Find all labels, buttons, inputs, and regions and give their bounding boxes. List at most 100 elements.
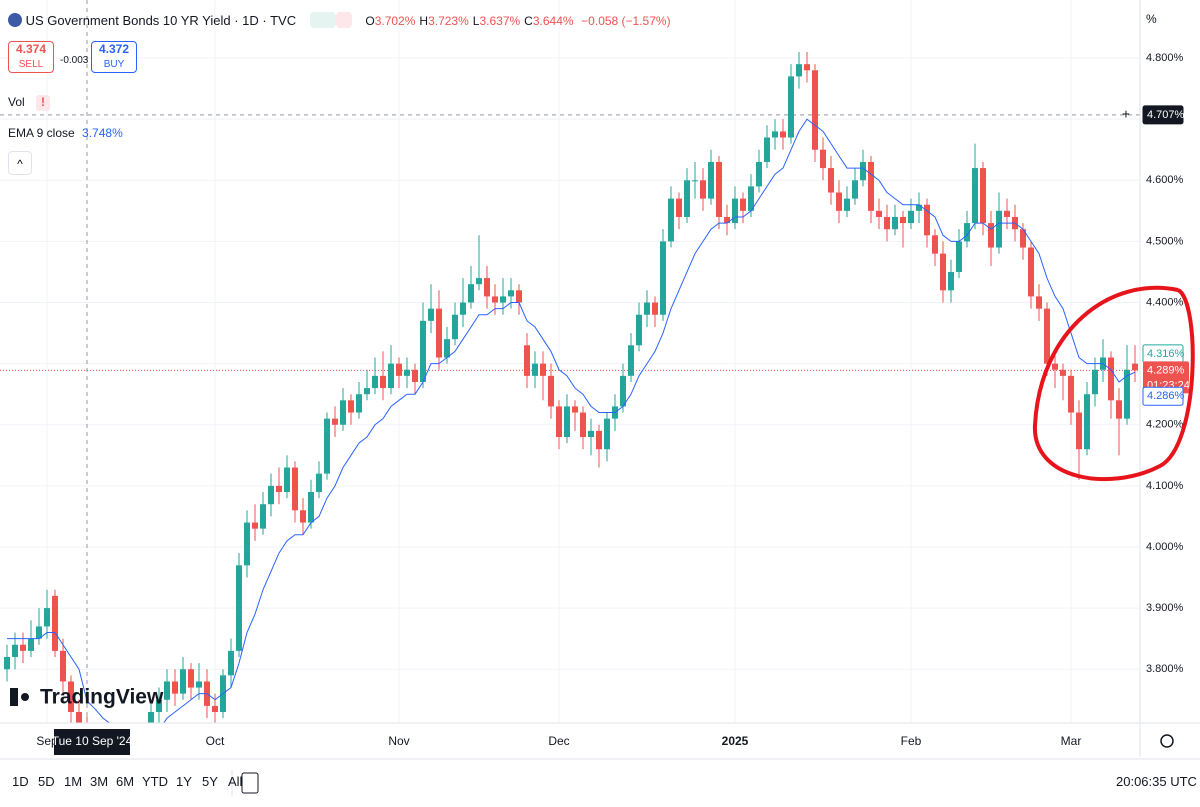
ohlc-value: 3.723% (428, 14, 469, 28)
settings-icon[interactable] (1160, 734, 1174, 748)
candle-body (300, 510, 306, 523)
candle-body (284, 467, 290, 492)
y-tick-label: 3.900% (1146, 602, 1184, 614)
candle-body (268, 485, 274, 505)
crosshair-plus: + (1122, 106, 1130, 122)
candle-body (540, 363, 546, 376)
candle-body (852, 180, 858, 199)
x-tick-label: Feb (901, 734, 922, 748)
grid (0, 0, 1140, 723)
candle-body (660, 241, 666, 315)
date-range-icon[interactable] (241, 772, 259, 794)
candle-body (772, 131, 778, 138)
axes: 3.800%3.900%4.000%4.100%4.200%4.300%4.40… (36, 52, 1190, 755)
ohlc-value: 3.637% (479, 14, 521, 28)
price-label: 4.286% (1147, 390, 1185, 402)
range-button[interactable]: 1D (12, 774, 29, 789)
range-button[interactable]: 1Y (176, 774, 192, 789)
candle-body (428, 308, 434, 321)
candle-body (1036, 296, 1042, 309)
sell-button[interactable]: 4.374 SELL (8, 41, 54, 73)
candle-body (604, 418, 610, 450)
candle-body (476, 278, 482, 285)
range-button[interactable]: 6M (116, 774, 135, 789)
y-tick-label: 4.800% (1146, 52, 1184, 64)
price-label-box (1143, 361, 1189, 394)
flag-icon (8, 13, 22, 27)
candle-body (132, 761, 138, 767)
candle-body (228, 650, 234, 676)
candle-body (820, 149, 826, 169)
logo-mark (10, 688, 18, 706)
candle-body (1052, 363, 1058, 370)
candle-body (244, 522, 250, 566)
candle-body (740, 198, 746, 211)
candle-body (996, 210, 1002, 248)
buy-price: 4.372 (98, 42, 130, 56)
candle-body (44, 608, 50, 627)
range-button[interactable]: 5Y (202, 774, 218, 789)
plot-area (4, 51, 1138, 767)
price-label-box (1142, 105, 1184, 125)
candle-body (180, 669, 186, 694)
change: −0.058 (−1.57%) (581, 14, 671, 28)
collapse-button[interactable]: ^ (8, 151, 32, 175)
candle-body (876, 210, 882, 217)
candle-body (460, 302, 466, 315)
logo: TradingView (10, 686, 164, 709)
candle-body (700, 180, 706, 199)
ema-line (7, 118, 1136, 723)
candle-body (404, 369, 410, 376)
candle-body (596, 430, 602, 450)
range-button[interactable]: All (228, 774, 243, 789)
candle-body (620, 375, 626, 407)
candle-body (508, 290, 514, 297)
candle-body (356, 394, 362, 413)
header: US Government Bonds 10 YR Yield · 1D · T… (8, 12, 671, 28)
status-badge[interactable] (335, 12, 352, 28)
axis-unit: % (1146, 12, 1157, 26)
range-button[interactable]: 5D (38, 774, 55, 789)
candle-body (860, 161, 866, 181)
candle-body (516, 290, 522, 303)
price-label: 4.316% (1147, 348, 1185, 360)
candle-body (236, 565, 242, 651)
date-tooltip: Tue 10 Sep '24 (52, 734, 133, 748)
x-tick-label: Nov (388, 734, 409, 748)
candle-body (980, 168, 986, 224)
candle-body (1028, 247, 1034, 297)
candle-body (140, 736, 146, 760)
ema-value: 3.748% (82, 126, 123, 140)
candle-body (828, 168, 834, 193)
candle-body (1108, 357, 1114, 401)
candle-body (780, 131, 786, 138)
candle-body (4, 656, 10, 670)
candle-body (628, 345, 634, 376)
candle-body (868, 161, 874, 211)
x-tick-label: Mar (1061, 734, 1082, 748)
candle-body (108, 755, 114, 761)
warning-icon[interactable]: ! (36, 95, 51, 111)
candle-body (572, 406, 578, 413)
vol-legend: Vol ! (8, 95, 51, 111)
buy-button[interactable]: 4.372 BUY (91, 41, 137, 73)
candle-body (164, 681, 170, 700)
range-button[interactable]: 1M (64, 774, 83, 789)
candle-body (588, 430, 594, 437)
candle-body (756, 161, 762, 187)
ohlc-value: 3.644% (532, 14, 574, 28)
symbol-title[interactable]: US Government Bonds 10 YR Yield · 1D · T… (25, 13, 297, 28)
candle-body (892, 216, 898, 230)
candle-body (308, 491, 314, 523)
candle-body (1076, 412, 1082, 450)
candle-body (972, 168, 978, 224)
status-badge[interactable] (309, 12, 336, 28)
candle-body (212, 705, 218, 712)
range-button[interactable]: YTD (142, 774, 168, 789)
candle-body (196, 681, 202, 688)
candle-body (684, 180, 690, 217)
range-button[interactable]: 3M (90, 774, 109, 789)
candle-body (396, 363, 402, 376)
date-tooltip-box (54, 729, 130, 755)
candle-body (708, 161, 714, 199)
